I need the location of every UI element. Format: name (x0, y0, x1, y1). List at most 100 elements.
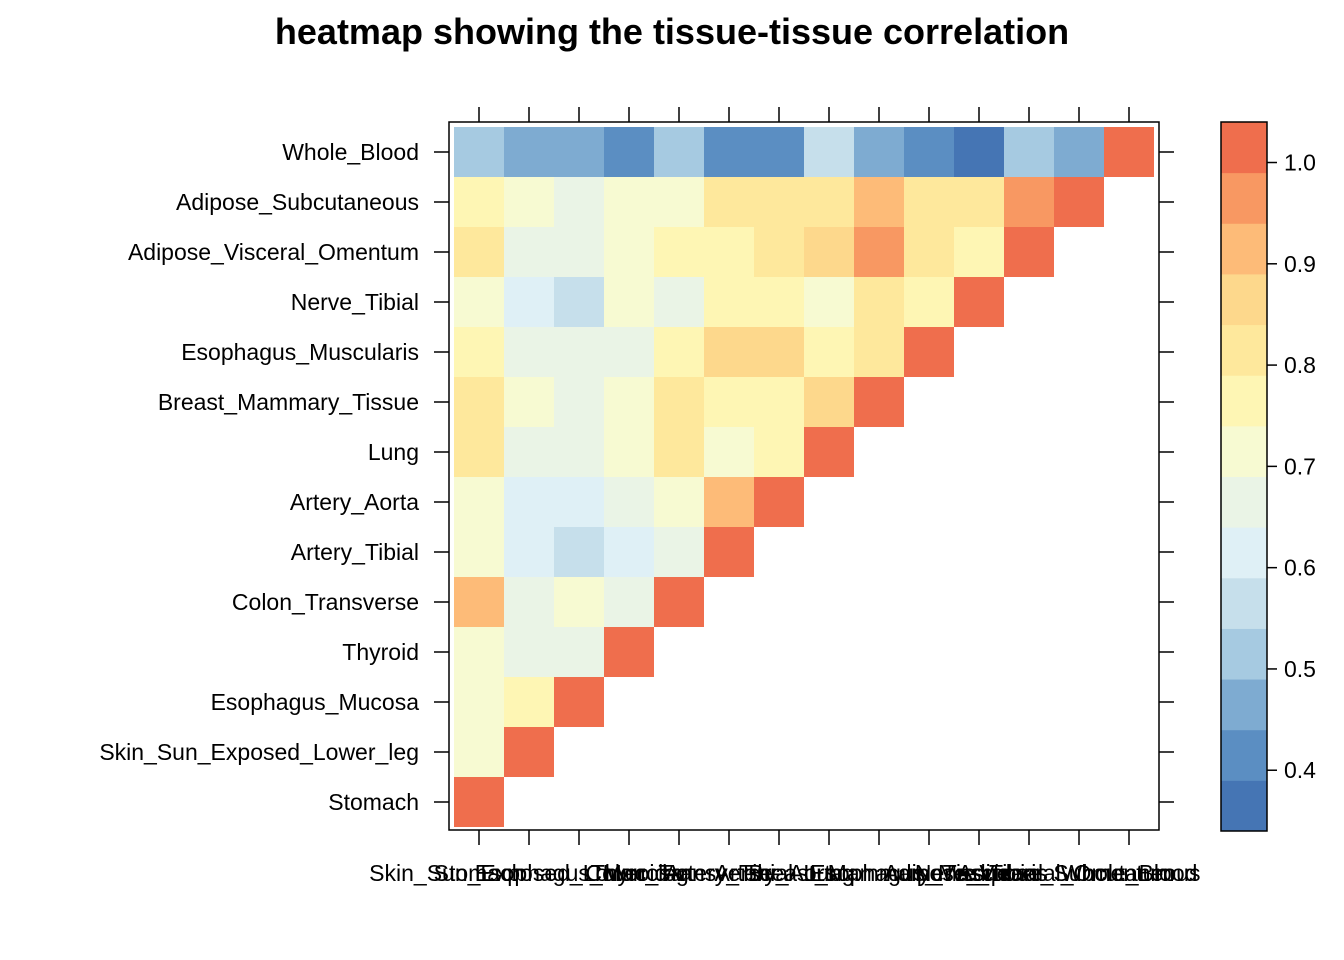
x-label-artery-aorta: Artery_Aorta (714, 860, 843, 886)
colorbar-tick-label: 1.0 (1284, 150, 1316, 176)
heatmap-cell-whole-blood-esophagus-muscularis (904, 127, 954, 177)
x-label-skin-sun-exposed-lower-leg: Skin_Sun_Exposed_Lower_leg (369, 860, 689, 886)
heatmap-cell-thyroid-stomach (454, 627, 504, 677)
x-label-stomach: Stomach (434, 860, 525, 886)
colorbar-bin (1221, 679, 1267, 731)
heatmap-cell-nerve-tibial-colon-transverse (654, 277, 704, 327)
heatmap-cell-whole-blood-lung (804, 127, 854, 177)
colorbar-bin (1221, 375, 1267, 427)
y-label-lung: Lung (368, 439, 419, 465)
heatmap-cell-esophagus-muscularis-breast-mammary-tissue (854, 327, 904, 377)
heatmap-cell-colon-transverse-skin-sun-exposed-lower-leg (504, 577, 554, 627)
heatmap-cell-adipose-subcutaneous-stomach (454, 177, 504, 227)
heatmap-cell-colon-transverse-esophagus-mucosa (554, 577, 604, 627)
heatmap-cell-lung-lung (804, 427, 854, 477)
heatmap-cell-breast-mammary-tissue-thyroid (604, 377, 654, 427)
x-label-nerve-tibial: Nerve_Tibial (915, 860, 1043, 886)
colorbar-bin (1221, 729, 1267, 781)
heatmap-cell-esophagus-muscularis-thyroid (604, 327, 654, 377)
heatmap-cell-whole-blood-adipose-subcutaneous (1054, 127, 1104, 177)
heatmap-cell-whole-blood-whole-blood (1104, 127, 1154, 177)
x-label-whole-blood: Whole_Blood (1061, 860, 1198, 886)
x-label-breast-mammary-tissue: Breast_Mammary_Tissue (748, 860, 1009, 886)
chart-title: heatmap showing the tissue-tissue correl… (275, 11, 1069, 52)
heatmap-cell-adipose-subcutaneous-esophagus-muscularis (904, 177, 954, 227)
colorbar-frame (1220, 121, 1268, 832)
heatmap-cell-breast-mammary-tissue-esophagus-mucosa (554, 377, 604, 427)
heatmap-cell-esophagus-muscularis-artery-aorta (754, 327, 804, 377)
heatmap-cell-artery-aorta-esophagus-mucosa (554, 477, 604, 527)
plot-panel (448, 121, 1160, 831)
heatmap-cell-artery-aorta-skin-sun-exposed-lower-leg (504, 477, 554, 527)
y-label-adipose-visceral-omentum: Adipose_Visceral_Omentum (128, 239, 419, 265)
heatmap-cell-thyroid-skin-sun-exposed-lower-leg (504, 627, 554, 677)
y-label-whole-blood: Whole_Blood (282, 139, 419, 165)
heatmap-cell-esophagus-muscularis-colon-transverse (654, 327, 704, 377)
y-label-thyroid: Thyroid (342, 639, 419, 665)
heatmap-cell-skin-sun-exposed-lower-leg-stomach (454, 727, 504, 777)
x-axis-labels: StomachSkin_Sun_Exposed_Lower_legEsophag… (369, 860, 1200, 886)
heatmap-cell-lung-esophagus-mucosa (554, 427, 604, 477)
heatmap-cell-adipose-subcutaneous-breast-mammary-tissue (854, 177, 904, 227)
heatmap-cell-artery-tibial-colon-transverse (654, 527, 704, 577)
heatmap-cell-whole-blood-thyroid (604, 127, 654, 177)
colorbar: 0.4 0.5 0.6 0.7 0.8 0.9 1.0 (1220, 121, 1316, 832)
heatmap-cell-nerve-tibial-stomach (454, 277, 504, 327)
x-label-colon-transverse: Colon_Transverse (585, 860, 772, 886)
heatmap-cell-breast-mammary-tissue-breast-mammary-tissue (854, 377, 904, 427)
colorbar-tick-label: 0.5 (1284, 656, 1316, 682)
heatmap-cell-adipose-visceral-omentum-esophagus-mucosa (554, 227, 604, 277)
heatmap-cell-adipose-visceral-omentum-adipose-visceral-omentum (1004, 227, 1054, 277)
heatmap-cell-adipose-visceral-omentum-thyroid (604, 227, 654, 277)
heatmap-cell-nerve-tibial-artery-aorta (754, 277, 804, 327)
y-label-stomach: Stomach (328, 789, 419, 815)
heatmap-cell-artery-aorta-thyroid (604, 477, 654, 527)
heatmap-cell-adipose-subcutaneous-colon-transverse (654, 177, 704, 227)
heatmap-cell-artery-tibial-skin-sun-exposed-lower-leg (504, 527, 554, 577)
heatmap-cell-colon-transverse-colon-transverse (654, 577, 704, 627)
heatmap-cell-thyroid-esophagus-mucosa (554, 627, 604, 677)
heatmap-cell-nerve-tibial-esophagus-muscularis (904, 277, 954, 327)
heatmap-cell-adipose-subcutaneous-skin-sun-exposed-lower-leg (504, 177, 554, 227)
colorbar-tick-label: 0.6 (1284, 555, 1316, 581)
heatmap-cell-artery-tibial-artery-tibial (704, 527, 754, 577)
colorbar-bin (1221, 425, 1267, 477)
heatmap-cell-artery-aorta-artery-tibial (704, 477, 754, 527)
heatmap-cell-whole-blood-artery-tibial (704, 127, 754, 177)
colorbar-tick-label: 0.4 (1284, 757, 1316, 783)
heatmap-cell-adipose-visceral-omentum-skin-sun-exposed-lower-leg (504, 227, 554, 277)
heatmap-cell-adipose-visceral-omentum-breast-mammary-tissue (854, 227, 904, 277)
heatmap-cell-nerve-tibial-breast-mammary-tissue (854, 277, 904, 327)
heatmap-cell-adipose-subcutaneous-lung (804, 177, 854, 227)
heatmap-cell-adipose-visceral-omentum-artery-aorta (754, 227, 804, 277)
heatmap-cell-esophagus-muscularis-artery-tibial (704, 327, 754, 377)
heatmap-cells (454, 127, 1154, 827)
heatmap-cell-breast-mammary-tissue-skin-sun-exposed-lower-leg (504, 377, 554, 427)
heatmap-cell-lung-colon-transverse (654, 427, 704, 477)
heatmap-cell-nerve-tibial-nerve-tibial (954, 277, 1004, 327)
y-label-skin-sun-exposed-lower-leg: Skin_Sun_Exposed_Lower_leg (99, 739, 419, 765)
heatmap-cell-esophagus-muscularis-skin-sun-exposed-lower-leg (504, 327, 554, 377)
y-label-breast-mammary-tissue: Breast_Mammary_Tissue (158, 389, 419, 415)
heatmap-cell-artery-aorta-stomach (454, 477, 504, 527)
y-label-adipose-subcutaneous: Adipose_Subcutaneous (176, 189, 419, 215)
heatmap-cell-whole-blood-breast-mammary-tissue (854, 127, 904, 177)
y-label-colon-transverse: Colon_Transverse (232, 589, 419, 615)
colorbar-bin (1221, 577, 1267, 629)
heatmap-cell-artery-aorta-colon-transverse (654, 477, 704, 527)
heatmap-cell-breast-mammary-tissue-stomach (454, 377, 504, 427)
heatmap-cell-esophagus-mucosa-stomach (454, 677, 504, 727)
heatmap-cell-nerve-tibial-esophagus-mucosa (554, 277, 604, 327)
colorbar-bin (1221, 527, 1267, 579)
x-label-artery-tibial: Artery_Tibial (665, 860, 793, 886)
heatmap-cell-whole-blood-stomach (454, 127, 504, 177)
heatmap-cell-lung-artery-tibial (704, 427, 754, 477)
heatmap-cell-skin-sun-exposed-lower-leg-skin-sun-exposed-lower-leg (504, 727, 554, 777)
y-label-artery-aorta: Artery_Aorta (290, 489, 419, 515)
axis-ticks (434, 107, 1174, 845)
heatmap-cell-whole-blood-skin-sun-exposed-lower-leg (504, 127, 554, 177)
heatmap-cell-artery-tibial-thyroid (604, 527, 654, 577)
heatmap-cell-adipose-visceral-omentum-nerve-tibial (954, 227, 1004, 277)
heatmap-cell-whole-blood-esophagus-mucosa (554, 127, 604, 177)
x-label-lung: Lung (803, 860, 854, 886)
